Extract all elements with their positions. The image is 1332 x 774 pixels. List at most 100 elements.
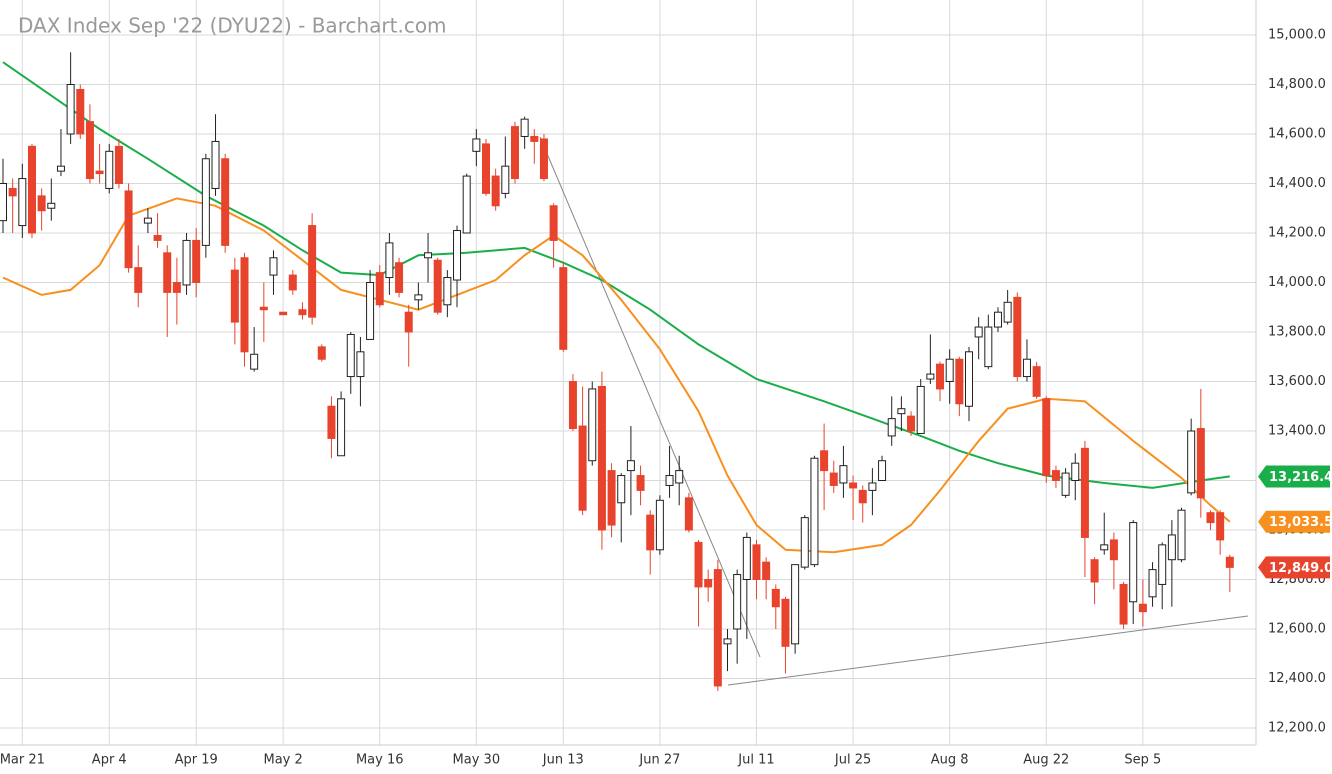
candle-body: [926, 373, 935, 380]
price-tag: [1258, 465, 1330, 488]
candle-body: [472, 138, 481, 152]
candle-body: [375, 272, 384, 306]
candle-body: [965, 351, 973, 407]
candle-body: [907, 415, 916, 432]
candle-body: [1080, 447, 1089, 538]
candle-body: [945, 358, 954, 383]
candle-body: [897, 408, 906, 415]
x-tick-label: Jul 25: [834, 753, 871, 768]
candle-body: [878, 460, 887, 482]
candle-body: [752, 544, 761, 580]
candle-body: [221, 158, 230, 246]
candle-body: [288, 274, 297, 291]
candle-body: [27, 145, 36, 234]
candle-body: [597, 385, 606, 531]
candle-body: [936, 363, 945, 390]
candle-body: [1148, 569, 1157, 598]
candle-body: [1129, 522, 1138, 603]
trend-line: [539, 136, 761, 658]
candle-body: [607, 470, 616, 526]
candle-body: [95, 170, 104, 175]
candle-body: [47, 202, 56, 209]
candle-body: [781, 598, 790, 647]
candle-body: [520, 118, 529, 137]
chart-title: DAX Index Sep '22 (DYU22) - Barchart.com: [18, 14, 447, 38]
candle-body: [143, 217, 152, 224]
candle-body: [124, 190, 133, 269]
plot-area: [0, 52, 1234, 691]
candle-body: [694, 541, 703, 588]
candle-body: [655, 499, 664, 551]
candle-body: [742, 536, 751, 580]
candle-body: [250, 353, 259, 370]
candle-body: [269, 257, 278, 276]
candle-body: [713, 569, 722, 687]
candle-body: [539, 138, 548, 180]
candle-body: [617, 475, 626, 504]
candle-body: [1119, 583, 1128, 625]
candle-body: [18, 178, 27, 227]
y-tick-label: 12,600.0: [1268, 622, 1326, 637]
candle-body: [1100, 544, 1109, 551]
y-tick-label: 13,400.0: [1268, 424, 1326, 439]
y-tick-label: 12,400.0: [1268, 671, 1326, 686]
candle-body: [974, 326, 983, 338]
candle-body: [993, 311, 1002, 328]
price-tag: [1258, 510, 1330, 533]
candle-body: [568, 381, 577, 430]
candle-body: [163, 252, 172, 293]
candle-body: [453, 230, 462, 281]
candle-body: [201, 158, 210, 246]
y-tick-label: 14,400.0: [1268, 176, 1326, 191]
candle-body: [491, 175, 500, 207]
moving-average: [2, 61, 1230, 489]
candle-body: [298, 309, 307, 316]
y-tick-label: 13,600.0: [1268, 374, 1326, 389]
candle-body: [317, 346, 326, 360]
y-tick-label: 14,200.0: [1268, 226, 1326, 241]
candle-body: [626, 460, 635, 472]
x-tick-label: Aug 22: [1023, 753, 1069, 768]
candle-body: [588, 388, 597, 462]
y-tick-label: 13,800.0: [1268, 325, 1326, 340]
candle-body: [337, 398, 346, 457]
y-tick-label: 12,200.0: [1268, 721, 1326, 736]
candle-body: [510, 126, 519, 180]
candle-body: [172, 282, 181, 293]
x-tick-label: Aug 8: [931, 753, 969, 768]
candle-body: [984, 326, 993, 368]
candle-body: [105, 150, 114, 189]
candle-body: [887, 418, 896, 437]
candle-body: [1216, 512, 1225, 541]
candle-body: [1206, 512, 1215, 524]
y-tick-label: 14,000.0: [1268, 275, 1326, 290]
candle-body: [820, 450, 829, 472]
candle-body: [733, 574, 742, 630]
candle-body: [771, 588, 780, 608]
candle-body: [675, 470, 684, 484]
candle-body: [1109, 539, 1118, 561]
candle-body: [279, 311, 288, 316]
x-tick-label: May 2: [263, 753, 302, 768]
candle-body: [1042, 398, 1051, 477]
candle-body: [704, 579, 713, 588]
price-tag-label: 12,849.0: [1269, 561, 1332, 576]
candle-body: [0, 183, 7, 222]
candle-body: [810, 457, 819, 566]
grid: [0, 0, 1256, 745]
candle-body: [1032, 366, 1041, 397]
candle-body: [1071, 462, 1080, 481]
candle-body: [192, 239, 201, 284]
candle-body: [1225, 556, 1234, 568]
candle-body: [858, 489, 867, 504]
candle-body: [849, 482, 858, 489]
candle-body: [482, 143, 490, 194]
candle-body: [433, 259, 442, 313]
candle-body: [327, 405, 336, 439]
candle-body: [839, 465, 848, 484]
trend-line: [727, 615, 1249, 686]
candle-body: [182, 239, 191, 286]
candle-body: [462, 175, 471, 234]
candle-body: [559, 267, 568, 350]
candle-body: [85, 121, 94, 180]
